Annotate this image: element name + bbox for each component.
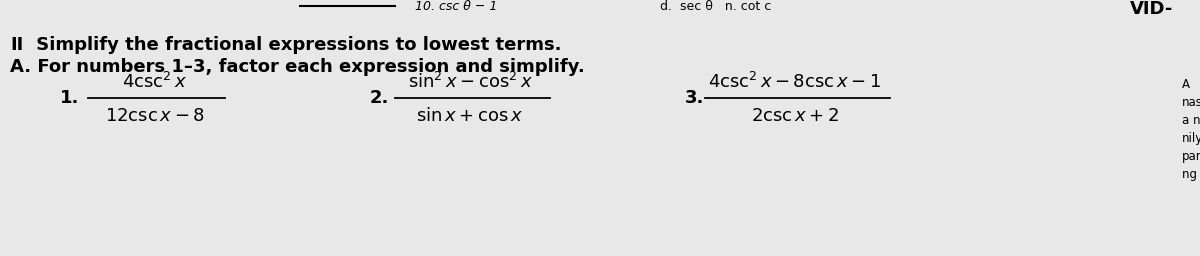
Text: $\sin^2 x - \cos^2 x$: $\sin^2 x - \cos^2 x$	[408, 72, 533, 92]
Text: nilya: nilya	[1182, 132, 1200, 145]
Text: d.  sec θ   n. cot c: d. sec θ n. cot c	[660, 0, 772, 13]
Text: A. For numbers 1–3, factor each expression and simplify.: A. For numbers 1–3, factor each expressi…	[10, 58, 584, 76]
Text: $12\csc x - 8$: $12\csc x - 8$	[106, 107, 205, 125]
Text: Simplify the fractional expressions to lowest terms.: Simplify the fractional expressions to l…	[30, 36, 562, 54]
Text: VID-: VID-	[1130, 0, 1174, 18]
Text: $2\csc x + 2$: $2\csc x + 2$	[751, 107, 839, 125]
Text: 3.: 3.	[685, 89, 704, 107]
Text: A: A	[1182, 78, 1190, 91]
Text: $4\csc^2 x$: $4\csc^2 x$	[122, 72, 187, 92]
Text: 2.: 2.	[370, 89, 389, 107]
Text: ng pag-: ng pag-	[1182, 168, 1200, 181]
Text: II: II	[10, 36, 23, 54]
Text: $4\csc^2 x - 8\csc x - 1$: $4\csc^2 x - 8\csc x - 1$	[708, 72, 882, 92]
Text: para: para	[1182, 150, 1200, 163]
Text: 1.: 1.	[60, 89, 79, 107]
Text: $\sin x + \cos x$: $\sin x + \cos x$	[416, 107, 523, 125]
Text: nas: nas	[1182, 96, 1200, 109]
Text: 10. csc θ − 1: 10. csc θ − 1	[415, 0, 497, 13]
Text: a n: a n	[1182, 114, 1200, 127]
